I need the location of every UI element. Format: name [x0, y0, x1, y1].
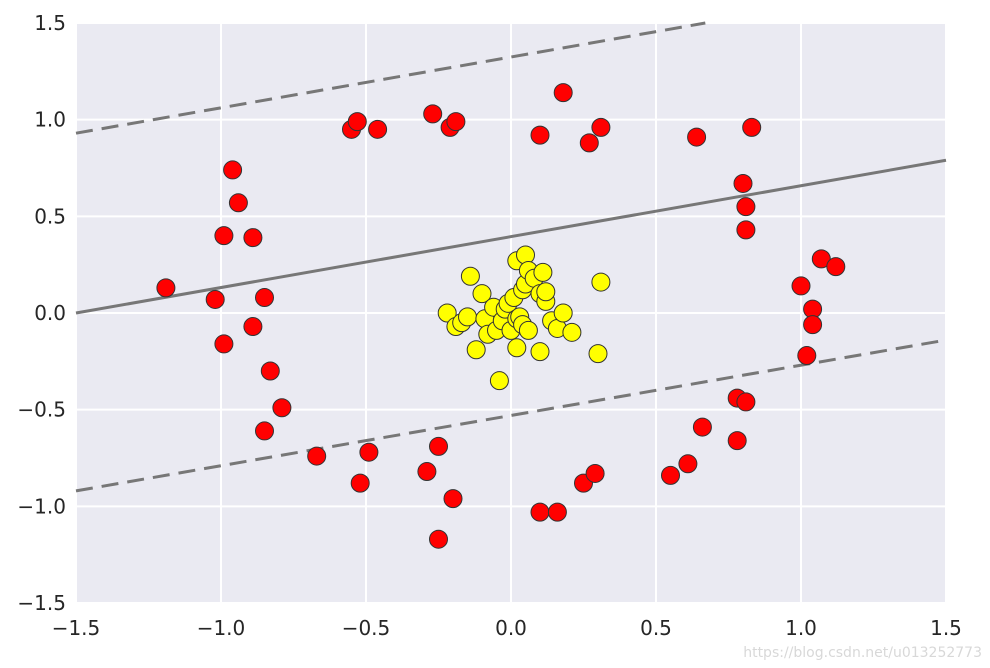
x-tick-label: −1.5	[52, 616, 101, 640]
x-tick-label: 1.5	[930, 616, 962, 640]
red-point	[446, 112, 466, 132]
red-point	[661, 465, 680, 485]
red-point	[736, 392, 756, 412]
red-point	[678, 454, 698, 474]
red-point	[243, 317, 263, 337]
red-point	[553, 83, 573, 103]
watermark-text: https://blog.csdn.net/u013252773	[743, 645, 982, 661]
red-point	[530, 502, 550, 522]
yellow-point	[536, 282, 556, 302]
red-point	[255, 421, 274, 441]
red-point	[156, 278, 176, 298]
red-point	[687, 127, 707, 147]
red-point	[214, 226, 234, 246]
red-point	[307, 446, 327, 466]
red-point	[429, 529, 448, 549]
x-tick-label: 0.0	[495, 616, 527, 640]
yellow-point	[472, 284, 492, 304]
decision-boundary-line	[75, 158, 947, 315]
y-tick-label: −0.5	[17, 398, 66, 422]
red-point	[530, 125, 550, 145]
yellow-point	[516, 245, 535, 265]
decision-lines	[75, 21, 947, 493]
yellow-point	[553, 303, 573, 323]
y-tick-labels: 1.5 1.0 0.5 0.0 −0.5 −1.0 −1.5	[17, 11, 66, 615]
red-point	[368, 119, 388, 139]
red-point	[350, 473, 370, 493]
red-point	[423, 104, 443, 124]
red-point	[205, 289, 225, 309]
margin-line-dashed	[75, 338, 947, 493]
red-point	[443, 489, 463, 509]
red-point	[260, 361, 280, 381]
x-tick-label: 0.5	[640, 616, 672, 640]
yellow-point	[507, 338, 527, 358]
red-point	[547, 502, 567, 522]
red-point	[228, 193, 248, 213]
yellow-point	[458, 307, 477, 327]
red-point	[791, 276, 811, 296]
red-point	[736, 197, 756, 217]
red-point	[347, 112, 367, 132]
yellow-point	[530, 342, 550, 362]
yellow-point	[460, 266, 480, 286]
margin-line-dashed	[75, 21, 706, 135]
red-point	[733, 173, 753, 193]
y-tick-label: −1.0	[17, 494, 66, 518]
y-tick-label: 1.0	[34, 108, 66, 132]
x-tick-label: 1.0	[785, 616, 817, 640]
red-point	[417, 462, 437, 482]
red-point	[214, 334, 234, 354]
red-point	[359, 442, 379, 462]
yellow-point	[588, 344, 608, 364]
yellow-point	[518, 320, 538, 340]
y-tick-label: 1.5	[34, 11, 66, 35]
yellow-point	[533, 262, 553, 282]
red-point	[255, 288, 274, 308]
y-tick-label: 0.5	[34, 204, 66, 228]
yellow-point	[562, 322, 582, 342]
yellow-point	[466, 340, 486, 360]
yellow-point	[489, 371, 509, 391]
red-point	[826, 257, 846, 277]
x-tick-labels: −1.5 −1.0 −0.5 0.0 0.5 1.0 1.5	[52, 616, 962, 640]
red-point	[585, 463, 605, 483]
data-points	[156, 83, 846, 549]
red-point	[692, 417, 712, 437]
red-point	[579, 133, 599, 153]
red-point	[803, 315, 823, 335]
y-tick-label: 0.0	[34, 301, 66, 325]
red-point	[591, 117, 611, 137]
red-point	[736, 220, 756, 240]
x-tick-label: −1.0	[197, 616, 246, 640]
y-tick-label: −1.5	[17, 591, 66, 615]
red-point	[797, 346, 817, 366]
red-point	[272, 398, 292, 418]
yellow-point	[437, 303, 457, 323]
yellow-point	[591, 272, 611, 292]
red-point	[243, 228, 263, 248]
red-point	[727, 431, 747, 451]
red-point	[429, 436, 448, 456]
red-point	[742, 117, 762, 137]
x-tick-label: −0.5	[342, 616, 391, 640]
red-point	[223, 160, 243, 180]
